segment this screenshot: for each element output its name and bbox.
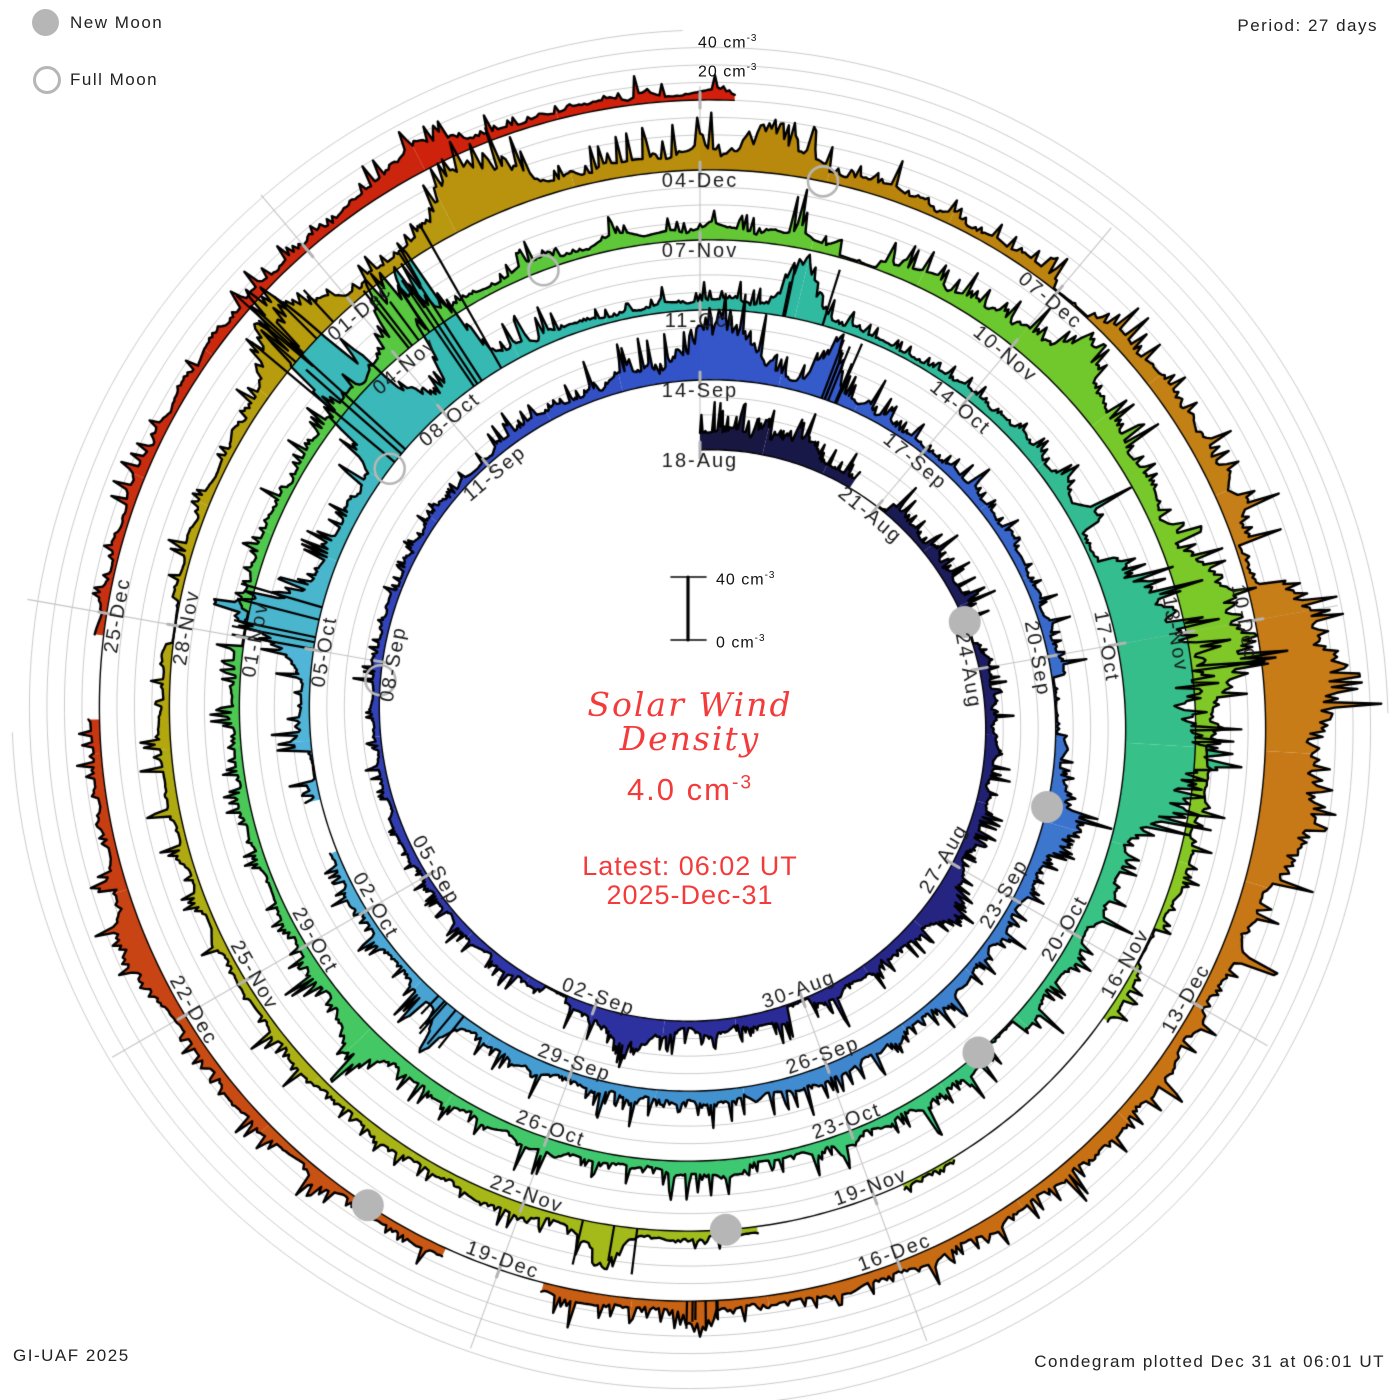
full-moon-icon: [33, 66, 61, 94]
radial-axis-label-40: 40 cm-3: [698, 33, 757, 52]
radial-axis-label-20-exp: -3: [746, 62, 758, 73]
plotted-timestamp-label: Condegram plotted Dec 31 at 06:01 UT: [1034, 1352, 1385, 1371]
scalebar-bottom-text: 0 cm: [716, 634, 755, 652]
latest-timestamp: Latest: 06:02 UT 2025-Dec-31: [500, 852, 880, 910]
legend-new-moon-label: New Moon: [70, 13, 164, 32]
current-density-text: 4.0 cm: [626, 772, 732, 807]
scalebar-top-exp: -3: [764, 570, 776, 581]
credit-label: GI-UAF 2025: [13, 1346, 130, 1365]
scalebar-top-label: 40 cm-3: [716, 570, 775, 589]
radial-axis-label-40-text: 40 cm: [698, 34, 747, 52]
latest-time-line: Latest: 06:02 UT: [582, 851, 798, 881]
radial-axis-label-40-exp: -3: [746, 33, 758, 44]
radial-axis-label-20: 20 cm-3: [698, 62, 757, 81]
current-density-value: 4.0 cm-3: [500, 772, 880, 808]
latest-date-line: 2025-Dec-31: [606, 880, 774, 910]
center-annotation: Solar Wind Density 4.0 cm-3 Latest: 06:0…: [500, 688, 880, 910]
chart-title: Solar Wind Density: [500, 688, 880, 756]
scalebar-top-text: 40 cm: [716, 571, 765, 589]
chart-title-line2: Density: [619, 719, 761, 758]
current-density-exp: -3: [731, 772, 754, 794]
scalebar-bottom-label: 0 cm-3: [716, 633, 765, 652]
period-label: Period: 27 days: [1237, 16, 1378, 35]
chart-title-line1: Solar Wind: [587, 685, 793, 724]
scalebar-bottom-exp: -3: [754, 633, 766, 644]
legend-full-moon-label: Full Moon: [70, 70, 159, 89]
new-moon-icon: [32, 9, 59, 36]
radial-axis-label-20-text: 20 cm: [698, 63, 747, 81]
